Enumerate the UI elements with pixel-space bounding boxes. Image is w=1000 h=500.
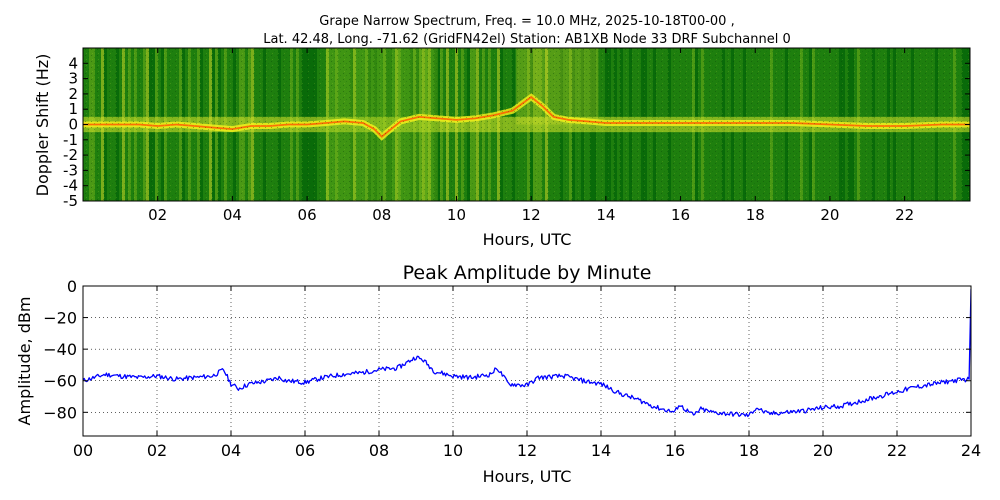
spectrogram-x-tick-label: 06 xyxy=(298,206,317,224)
amplitude-y-tick-label: −40 xyxy=(43,340,77,359)
amplitude-series-line xyxy=(83,289,971,418)
spectrogram-x-tick-label: 08 xyxy=(372,206,391,224)
spectrogram-y-tick-label: -5 xyxy=(63,192,78,210)
spectrogram-x-tick-label: 20 xyxy=(820,206,839,224)
amplitude-x-tick-label: 06 xyxy=(295,441,315,460)
spectrogram-x-tick-label: 10 xyxy=(447,206,466,224)
spectrogram-y-tick-label: 4 xyxy=(68,54,78,72)
amplitude-x-tick-label: 18 xyxy=(739,441,759,460)
spectrogram-x-tick-label: 02 xyxy=(148,206,167,224)
amplitude-x-tick-label: 04 xyxy=(221,441,241,460)
spectrogram-x-tick-label: 16 xyxy=(671,206,690,224)
amplitude-y-tick-label: −80 xyxy=(43,403,77,422)
figure-title-line1: Grape Narrow Spectrum, Freq. = 10.0 MHz,… xyxy=(319,14,734,29)
spectrogram-y-tick-label: 3 xyxy=(68,70,78,88)
spectrogram-image xyxy=(83,48,970,201)
amplitude-x-tick-label: 22 xyxy=(887,441,907,460)
amplitude-x-axis: 00 02 04 06 08 10 12 14 16 18 20 22 24 xyxy=(73,286,981,460)
spectrogram-y-tick-label: 2 xyxy=(68,85,78,103)
spectrogram-y-tick-label: 0 xyxy=(68,116,78,134)
spectrogram-y-label: Doppler Shift (Hz) xyxy=(33,54,52,197)
spectrogram-x-tick-label: 12 xyxy=(522,206,541,224)
amplitude-x-tick-label: 14 xyxy=(591,441,611,460)
spectrogram-x-label: Hours, UTC xyxy=(483,230,572,249)
amplitude-y-tick-label: 0 xyxy=(67,277,77,296)
amplitude-x-tick-label: 10 xyxy=(443,441,463,460)
amplitude-x-tick-label: 02 xyxy=(147,441,167,460)
amplitude-x-tick-label: 12 xyxy=(517,441,537,460)
spectrogram-y-tick-label: -2 xyxy=(63,146,78,164)
spectrogram-y-tick-label: -3 xyxy=(63,161,78,179)
spectrogram-x-axis: 02 04 06 08 10 12 14 16 18 20 22 xyxy=(148,48,914,224)
amplitude-x-tick-label: 00 xyxy=(73,441,93,460)
amplitude-grid xyxy=(83,286,971,436)
spectrogram-y-tick-label: 1 xyxy=(68,100,78,118)
amplitude-y-tick-label: −20 xyxy=(43,309,77,328)
spectrogram-x-tick-label: 22 xyxy=(895,206,914,224)
spectrogram-x-tick-label: 18 xyxy=(746,206,765,224)
figure-title-line2: Lat. 42.48, Long. -71.62 (GridFN42el) St… xyxy=(263,32,790,47)
amplitude-frame xyxy=(82,285,972,437)
amplitude-x-label: Hours, UTC xyxy=(483,467,572,486)
amplitude-x-tick-label: 24 xyxy=(961,441,981,460)
amplitude-x-tick-label: 16 xyxy=(665,441,685,460)
spectrogram-x-tick-label: 14 xyxy=(596,206,615,224)
amplitude-x-tick-label: 08 xyxy=(369,441,389,460)
amplitude-y-tick-label: −60 xyxy=(43,372,77,391)
amplitude-chart: Peak Amplitude by Minute 00 02 04 06 08 10 12 1… xyxy=(15,262,981,486)
spectrogram-y-tick-label: -4 xyxy=(63,177,78,195)
spectrogram-y-tick-label: -1 xyxy=(63,131,78,149)
amplitude-y-axis: 0 −20 −40 −60 −80 xyxy=(43,277,971,422)
amplitude-y-label: Amplitude, dBm xyxy=(15,297,34,426)
amplitude-x-tick-label: 20 xyxy=(813,441,833,460)
amplitude-title: Peak Amplitude by Minute xyxy=(403,262,652,284)
spectrogram-x-tick-label: 04 xyxy=(223,206,242,224)
